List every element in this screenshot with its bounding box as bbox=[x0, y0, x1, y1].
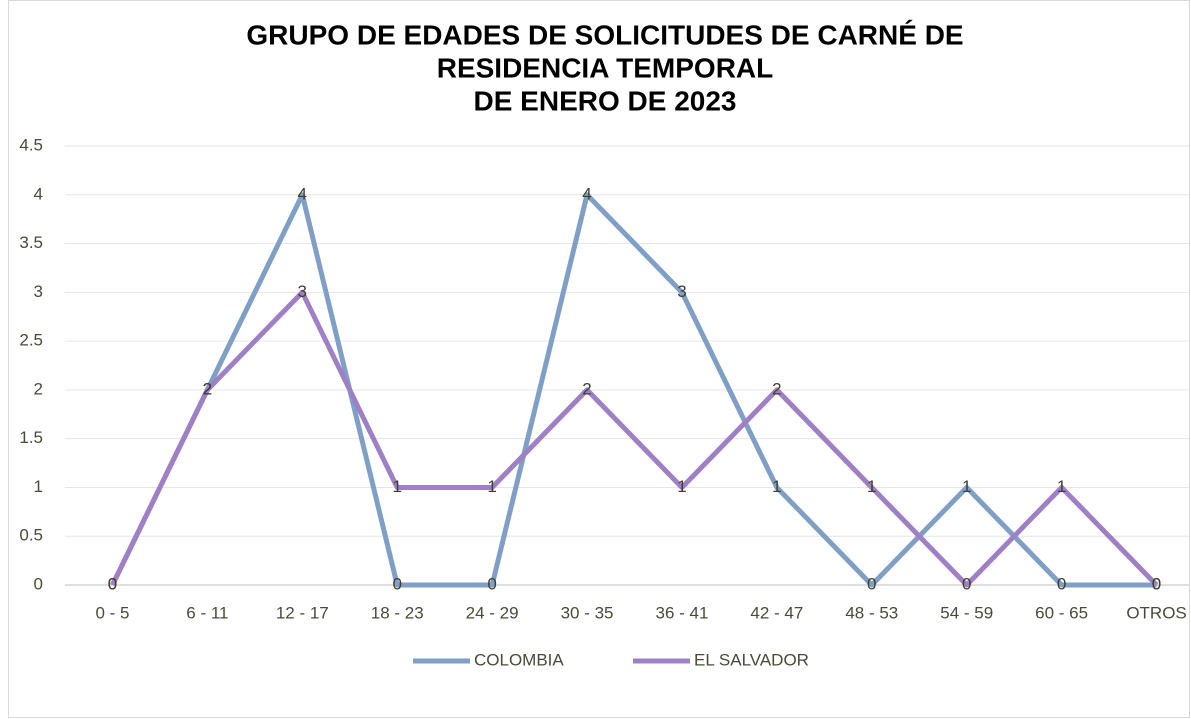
data-label: 2 bbox=[203, 379, 212, 398]
data-label: 0 bbox=[1057, 574, 1066, 593]
chart-border bbox=[8, 0, 1190, 718]
x-tick-label: 42 - 47 bbox=[750, 603, 803, 622]
x-tick-label: 12 - 17 bbox=[276, 603, 329, 622]
data-label: 0 bbox=[108, 574, 117, 593]
y-tick-label: 1 bbox=[34, 477, 43, 496]
series-line bbox=[110, 192, 1157, 588]
x-tick-label: OTROS bbox=[1126, 603, 1186, 622]
y-tick-label: 3 bbox=[34, 282, 43, 301]
data-label: 3 bbox=[677, 282, 686, 301]
y-tick-label: 1.5 bbox=[19, 428, 43, 447]
chart-title: RESIDENCIA TEMPORAL bbox=[437, 52, 774, 83]
x-tick-label: 30 - 35 bbox=[561, 603, 614, 622]
data-label: 1 bbox=[1057, 477, 1066, 496]
data-label: 1 bbox=[392, 477, 401, 496]
y-tick-label: 0 bbox=[34, 574, 43, 593]
x-tick-label: 18 - 23 bbox=[371, 603, 424, 622]
data-label: 4 bbox=[298, 184, 307, 203]
data-label: 0 bbox=[867, 574, 876, 593]
data-label: 0 bbox=[962, 574, 971, 593]
legend-label: COLOMBIA bbox=[474, 650, 564, 669]
data-label: 0 bbox=[392, 574, 401, 593]
chart-title: DE ENERO DE 2023 bbox=[474, 85, 737, 116]
data-label: 1 bbox=[487, 477, 496, 496]
legend-label: EL SALVADOR bbox=[694, 650, 809, 669]
data-label: 1 bbox=[772, 477, 781, 496]
y-tick-label: 3.5 bbox=[19, 233, 43, 252]
data-label: 4 bbox=[582, 184, 591, 203]
data-label: 1 bbox=[962, 477, 971, 496]
series-line bbox=[110, 289, 1159, 588]
x-tick-label: 36 - 41 bbox=[655, 603, 708, 622]
x-tick-label: 54 - 59 bbox=[940, 603, 993, 622]
data-label: 2 bbox=[582, 379, 591, 398]
x-tick-label: 48 - 53 bbox=[845, 603, 898, 622]
data-label: 3 bbox=[298, 282, 307, 301]
chart-title: GRUPO DE EDADES DE SOLICITUDES DE CARNÉ … bbox=[246, 19, 963, 50]
y-tick-label: 4 bbox=[34, 184, 43, 203]
data-label: 2 bbox=[203, 379, 212, 398]
x-tick-label: 0 - 5 bbox=[95, 603, 129, 622]
data-label: 0 bbox=[1152, 574, 1161, 593]
data-label: 2 bbox=[772, 379, 781, 398]
x-tick-label: 24 - 29 bbox=[466, 603, 519, 622]
data-label: 1 bbox=[677, 477, 686, 496]
y-tick-label: 4.5 bbox=[19, 135, 43, 154]
x-tick-label: 6 - 11 bbox=[186, 603, 228, 622]
data-label: 1 bbox=[867, 477, 876, 496]
x-tick-label: 60 - 65 bbox=[1035, 603, 1088, 622]
data-label: 0 bbox=[487, 574, 496, 593]
data-label: 0 bbox=[1152, 574, 1161, 593]
y-tick-label: 0.5 bbox=[19, 526, 43, 545]
y-tick-label: 2.5 bbox=[19, 331, 43, 350]
data-label: 0 bbox=[108, 574, 117, 593]
y-tick-label: 2 bbox=[34, 379, 43, 398]
